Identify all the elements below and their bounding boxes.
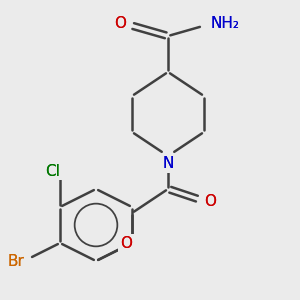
Text: N: N bbox=[162, 156, 174, 171]
Text: NH₂: NH₂ bbox=[210, 16, 239, 32]
Text: O: O bbox=[204, 194, 216, 208]
Text: Br: Br bbox=[7, 254, 24, 268]
Text: O: O bbox=[120, 236, 132, 250]
Text: O: O bbox=[204, 194, 216, 208]
Text: Br: Br bbox=[7, 254, 24, 268]
Text: N: N bbox=[162, 156, 174, 171]
Text: O: O bbox=[114, 16, 126, 32]
Text: O: O bbox=[114, 16, 126, 32]
Text: NH₂: NH₂ bbox=[210, 16, 239, 32]
Text: Cl: Cl bbox=[45, 164, 60, 178]
Text: Cl: Cl bbox=[45, 164, 60, 178]
Text: NH₂: NH₂ bbox=[210, 16, 239, 32]
Text: O: O bbox=[114, 16, 126, 32]
Text: Br: Br bbox=[7, 254, 24, 268]
Text: O: O bbox=[120, 236, 132, 250]
Text: N: N bbox=[162, 156, 174, 171]
Text: O: O bbox=[120, 236, 132, 250]
Text: O: O bbox=[204, 194, 216, 208]
Text: Cl: Cl bbox=[45, 164, 60, 178]
